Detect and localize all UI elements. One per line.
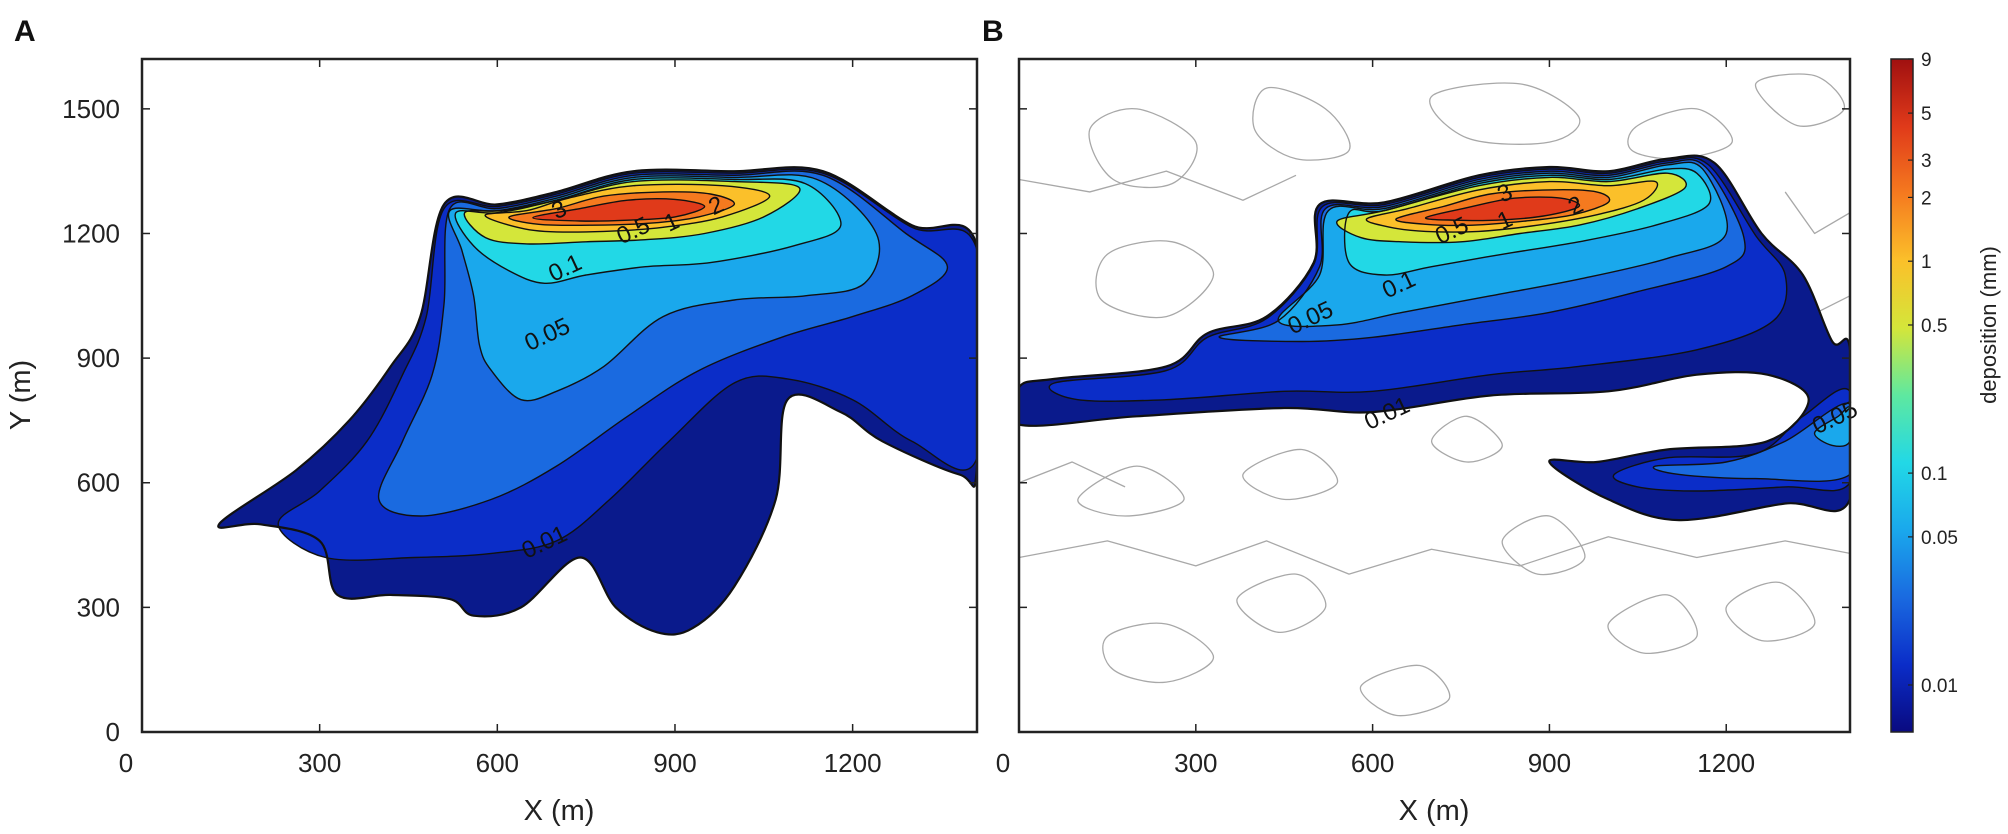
contour-line-0_01	[277, 168, 977, 561]
terrain-contour	[1095, 240, 1215, 319]
terrain-contour	[1359, 664, 1451, 717]
contour-line-0_03	[1652, 402, 1850, 482]
axes-frame-b	[1017, 57, 1852, 734]
contour-line-1	[484, 183, 771, 233]
colorbar-tick-label: 0.05	[1921, 528, 1958, 549]
x-tick-label: 0	[996, 748, 1010, 778]
colorbar-tick-label: 0.5	[1921, 316, 1947, 337]
contour-fill-0_05	[1814, 406, 1850, 447]
terrain-contour	[1019, 170, 1297, 201]
terrain-contour	[1725, 581, 1816, 642]
y-tick-label: 900	[77, 343, 120, 373]
contour-line-0_03	[1218, 159, 1746, 343]
colorbar-label: deposition (mm)	[1976, 246, 2001, 404]
terrain-contour	[1784, 191, 1850, 235]
terrain-contour	[1236, 573, 1327, 633]
contour-fill-0_03	[1653, 403, 1850, 482]
y-ticks-b	[1019, 108, 1850, 733]
y-tick-label: 1500	[62, 94, 120, 124]
colorbar-tick-label: 0.1	[1921, 464, 1947, 485]
contour-line-0_01	[1612, 388, 1850, 492]
contour-line-1	[1365, 180, 1659, 233]
contour-line-0_01	[1048, 156, 1788, 402]
contour-lines-a	[217, 166, 977, 636]
terrain-contour	[1102, 622, 1215, 684]
x-axis-label-a: X (m)	[524, 795, 595, 827]
contour-line-0_5	[463, 179, 801, 245]
contour-line-0_5	[1336, 172, 1687, 244]
x-ticks-a: 0 300 600 900 1200	[119, 59, 882, 778]
colorbar-tick-label: 1	[1921, 252, 1932, 273]
panel-a: 3 20.5 10.10.050.01 0 300 600 900 1200 0300600…	[5, 57, 979, 827]
contour-lines-b	[1019, 154, 1850, 522]
terrain-contour	[1429, 82, 1581, 145]
colorbar-tick-label: 9	[1921, 50, 1932, 71]
terrain-contour	[1501, 515, 1586, 576]
contour-line-0_05	[447, 174, 881, 402]
x-tick-label: 900	[1528, 748, 1571, 778]
panel-b: 3 20.5 10.10.050.01 0.05 0 300 600 900 1200 X (…	[996, 57, 1862, 827]
terrain-contour	[1242, 448, 1338, 501]
contour-line-0_05	[1813, 406, 1850, 447]
x-axis-label-b: X (m)	[1399, 795, 1470, 827]
terrain-contour	[1088, 108, 1198, 189]
x-tick-label: 0	[119, 748, 133, 778]
terrain-contour	[1019, 461, 1126, 488]
terrain-contour	[1430, 415, 1503, 463]
x-tick-label: 600	[1351, 748, 1394, 778]
colorbar: 9 5 3 2 1 0.5 0.1 0.05 0.01 deposition (mm)	[1890, 50, 2001, 733]
x-tick-label: 900	[653, 748, 696, 778]
axes-frame-a	[140, 57, 979, 734]
terrain-contour	[1607, 594, 1698, 655]
panel-letter-a: A	[14, 15, 36, 48]
x-tick-label: 1200	[824, 748, 882, 778]
x-tick-label: 300	[298, 748, 341, 778]
y-axis-label-a: Y (m)	[5, 360, 37, 430]
y-tick-label: 0	[106, 717, 120, 747]
y-tick-label: 300	[77, 592, 120, 622]
contour-fill-3	[532, 198, 705, 222]
terrain-contour	[1627, 107, 1733, 160]
panel-letter-b: B	[982, 15, 1004, 48]
y-tick-label: 600	[77, 468, 120, 498]
terrain-contour	[1077, 465, 1185, 517]
colorbar-scale	[1890, 58, 1914, 733]
colorbar-tick-label: 3	[1921, 151, 1932, 172]
contour-line-0_006	[1019, 154, 1850, 522]
contour-line-0_1	[454, 177, 842, 285]
x-ticks-b: 0 300 600 900 1200	[996, 59, 1755, 778]
contour-line-3	[532, 198, 706, 222]
colorbar-tick-label: 2	[1921, 188, 1932, 209]
contour-line-2	[1395, 189, 1611, 227]
terrain-contour	[1252, 86, 1351, 161]
x-tick-label: 600	[476, 748, 519, 778]
contour-line-2	[508, 191, 735, 227]
y-ticks-a: 0 300 600 900 1200 1500	[62, 94, 977, 747]
contour-fill-3	[1425, 197, 1580, 221]
contour-line-0_05	[1277, 161, 1728, 328]
terrain-contour	[1019, 536, 1850, 575]
colorbar-tick-label: 0.01	[1921, 676, 1958, 697]
contour-line-0_006	[217, 166, 977, 636]
colorbar-tick-label: 5	[1921, 104, 1932, 125]
x-tick-label: 300	[1174, 748, 1217, 778]
colorbar-ticks: 9 5 3 2 1 0.5 0.1 0.05 0.01	[1908, 50, 1958, 697]
contour-line-3	[1424, 196, 1581, 222]
x-tick-label: 1200	[1697, 748, 1755, 778]
y-tick-label: 1200	[62, 218, 120, 248]
contour-line-0_03	[377, 170, 949, 517]
